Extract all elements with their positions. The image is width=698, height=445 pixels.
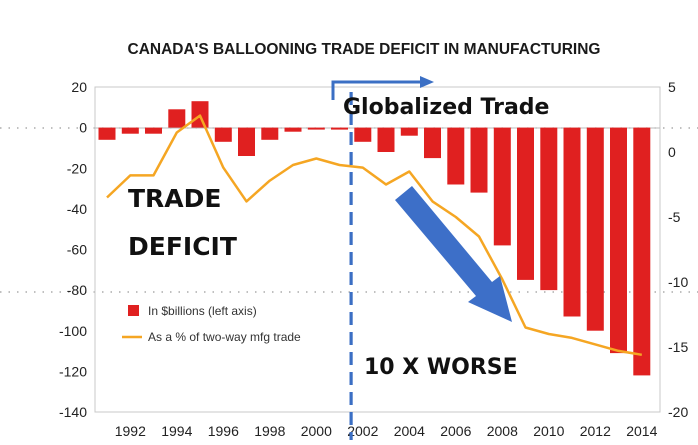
x-tick-label: 1998 [254, 423, 285, 439]
bar-2005 [424, 127, 441, 159]
left-tick-label: 0 [79, 120, 87, 136]
chart-title: CANADA'S BALLOONING TRADE DEFICIT IN MAN… [128, 41, 601, 58]
right-axis-ticks: 5 0 -5 -10 -15 -20 [668, 79, 688, 420]
left-tick-label: -40 [67, 201, 87, 217]
bar-series [98, 101, 651, 376]
trade-deficit-label-line2: DEFICIT [128, 232, 237, 261]
bar-2003 [377, 127, 395, 152]
left-tick-label: -80 [67, 282, 87, 298]
right-tick-label: -20 [668, 404, 688, 420]
right-tick-label: -10 [668, 274, 688, 290]
bar-2007 [470, 127, 488, 193]
right-tick-label: 5 [668, 79, 676, 95]
left-tick-label: -100 [59, 323, 87, 339]
right-tick-label: -5 [668, 209, 681, 225]
x-tick-label: 2000 [301, 423, 332, 439]
legend: In $billions (left axis) As a % of two-w… [122, 304, 301, 344]
left-tick-label: -20 [67, 160, 87, 176]
left-tick-label: 20 [71, 79, 87, 95]
left-tick-label: -120 [59, 363, 87, 379]
bar-1999 [284, 127, 302, 132]
x-tick-label: 2010 [533, 423, 564, 439]
x-tick-label: 2014 [626, 423, 657, 439]
legend-bar-label: In $billions (left axis) [148, 304, 257, 318]
x-tick-label: 2008 [487, 423, 518, 439]
globalized-trade-label: Globalized Trade [343, 95, 549, 120]
bar-2012 [586, 127, 604, 331]
worse-arrow-shape [395, 186, 512, 322]
bar-1991 [98, 127, 116, 140]
bar-2002 [354, 127, 372, 142]
left-tick-label: -60 [67, 242, 87, 258]
x-tick-label: 2004 [394, 423, 425, 439]
bar-1997 [238, 127, 255, 156]
bar-2001 [331, 127, 348, 130]
x-tick-label: 2002 [347, 423, 378, 439]
bar-2013 [610, 127, 627, 354]
x-axis-ticks: 1992 1994 1996 1998 2000 2002 2004 2006 2008 2010… [115, 423, 658, 439]
x-tick-label: 1994 [161, 423, 192, 439]
globalized-arrow-head [420, 76, 434, 88]
legend-bar-swatch [128, 305, 139, 316]
percent-line-series [106, 114, 643, 357]
x-tick-label: 2006 [440, 423, 471, 439]
legend-line-label: As a % of two-way mfg trade [148, 330, 301, 344]
bar-2004 [400, 127, 418, 136]
trade-deficit-label-line1: TRADE [128, 184, 221, 213]
worse-arrow [395, 186, 512, 322]
bar-2014 [633, 127, 651, 376]
globalized-arrow [331, 76, 434, 100]
bar-1993 [145, 127, 162, 134]
plot-frame [94, 86, 661, 413]
left-tick-label: -140 [59, 404, 87, 420]
bar-2000 [307, 127, 325, 130]
bar-2008 [493, 127, 511, 246]
left-axis-ticks: 20 0 -20 -40 -60 -80 -100 -120 -140 [59, 79, 87, 420]
right-tick-label: 0 [668, 144, 676, 160]
bar-2009 [517, 127, 534, 280]
ten-x-worse-label: 10 X WORSE [364, 355, 518, 380]
bar-1998 [261, 127, 279, 140]
x-tick-label: 2012 [580, 423, 611, 439]
bar-2006 [447, 127, 465, 185]
right-tick-label: -15 [668, 339, 688, 355]
bar-1992 [121, 127, 139, 134]
x-tick-label: 1996 [208, 423, 239, 439]
globalized-arrow-shaft [331, 80, 424, 100]
x-tick-label: 1992 [115, 423, 146, 439]
bar-2011 [563, 127, 581, 317]
bar-2010 [540, 127, 558, 291]
bar-1994 [168, 109, 186, 128]
bar-1996 [214, 127, 232, 142]
